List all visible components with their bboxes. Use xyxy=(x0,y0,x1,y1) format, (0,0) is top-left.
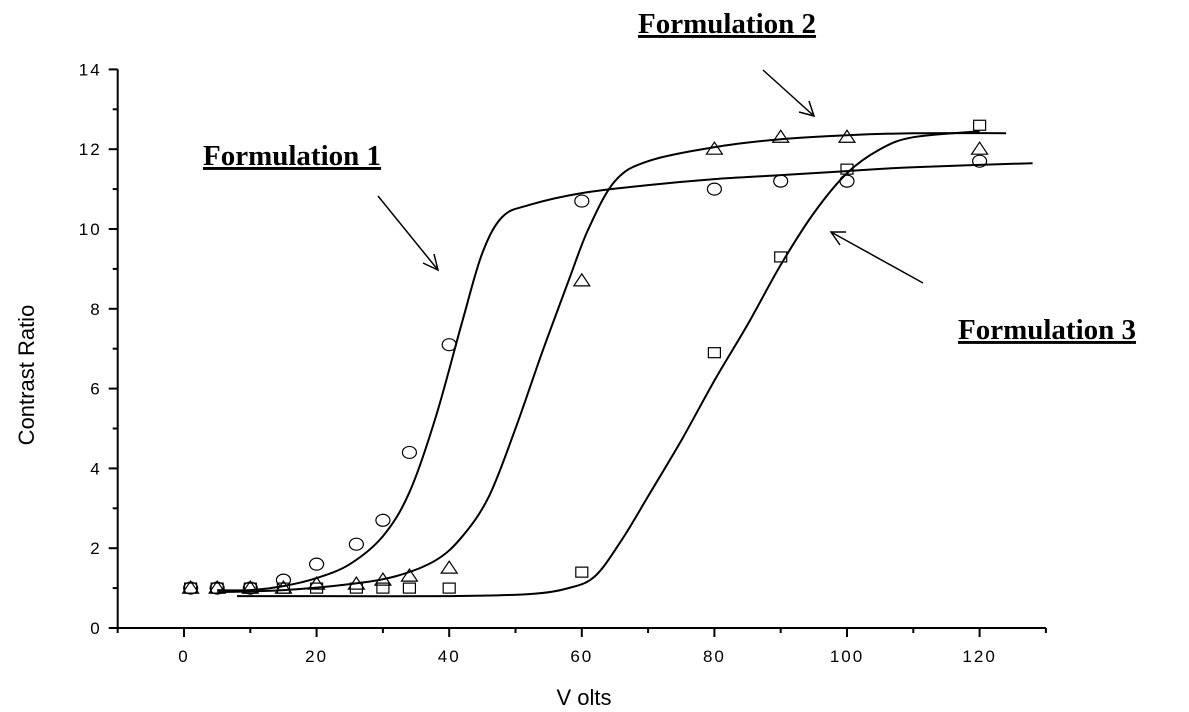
circle-marker xyxy=(574,194,590,208)
annotation-formulation-1: Formulation 1 xyxy=(203,140,381,172)
y-tick-label: 0 xyxy=(90,619,101,638)
axes: 0 20 40 60 80 100 120 0 2 4 6 8 10 12 14 xyxy=(79,60,1047,666)
circle-marker xyxy=(441,338,457,352)
circle-marker xyxy=(706,182,723,196)
x-tick-label: 80 xyxy=(703,647,726,666)
square-marker xyxy=(184,582,198,594)
circle-marker xyxy=(401,445,418,460)
triangle-marker xyxy=(970,141,989,155)
annotation-formulation-2: Formulation 2 xyxy=(638,8,816,40)
circle-marker xyxy=(275,573,292,587)
x-tick-label: 0 xyxy=(178,647,189,666)
y-tick-label: 6 xyxy=(90,380,101,399)
square-marker xyxy=(349,582,363,594)
fit-curves xyxy=(217,130,1033,598)
triangle-marker xyxy=(373,572,393,586)
data-markers xyxy=(181,119,989,595)
circle-marker xyxy=(375,513,391,527)
triangle-marker xyxy=(440,560,459,574)
y-tick-label: 2 xyxy=(90,539,101,558)
y-axis-title: Contrast Ratio xyxy=(14,305,39,446)
square-marker xyxy=(575,566,589,578)
square-marker xyxy=(276,582,291,594)
triangle-series-fit-curve xyxy=(217,132,1007,594)
circle-marker xyxy=(348,537,364,551)
arrow-formulation-3 xyxy=(829,231,924,284)
square-marker xyxy=(840,163,854,175)
y-tick-label: 14 xyxy=(79,60,102,79)
square-marker xyxy=(210,582,224,594)
square-marker xyxy=(243,582,257,594)
y-tick-label: 8 xyxy=(90,300,101,319)
circle-marker xyxy=(773,174,789,188)
x-tick-label: 100 xyxy=(830,647,864,666)
square-marker xyxy=(442,582,456,594)
y-tick-label: 12 xyxy=(79,140,102,159)
x-tick-label: 60 xyxy=(570,647,593,666)
circle-marker xyxy=(839,174,855,188)
x-axis-title: V olts xyxy=(556,685,611,710)
square-marker xyxy=(402,582,417,594)
circle-marker xyxy=(309,557,325,571)
arrow-formulation-2 xyxy=(762,69,816,118)
triangle-marker xyxy=(400,568,419,582)
triangle-marker xyxy=(771,129,790,143)
circle-marker xyxy=(971,154,988,168)
x-tick-label: 120 xyxy=(962,647,996,666)
square-marker xyxy=(774,251,788,263)
y-tick-label: 10 xyxy=(79,220,102,239)
square-marker xyxy=(376,582,390,594)
triangle-marker xyxy=(705,141,724,155)
y-tick-label: 4 xyxy=(90,459,101,478)
square-series-fit-curve xyxy=(236,130,980,598)
square-marker xyxy=(310,582,324,594)
triangle-marker xyxy=(837,129,857,143)
square-marker xyxy=(972,119,987,131)
circle-series-fit-curve xyxy=(217,162,1033,592)
x-tick-label: 40 xyxy=(438,647,461,666)
square-marker xyxy=(707,347,722,359)
annotation-formulation-3: Formulation 3 xyxy=(958,314,1136,346)
triangle-marker xyxy=(572,272,591,287)
arrow-formulation-1 xyxy=(377,195,440,272)
x-tick-label: 20 xyxy=(305,647,328,666)
